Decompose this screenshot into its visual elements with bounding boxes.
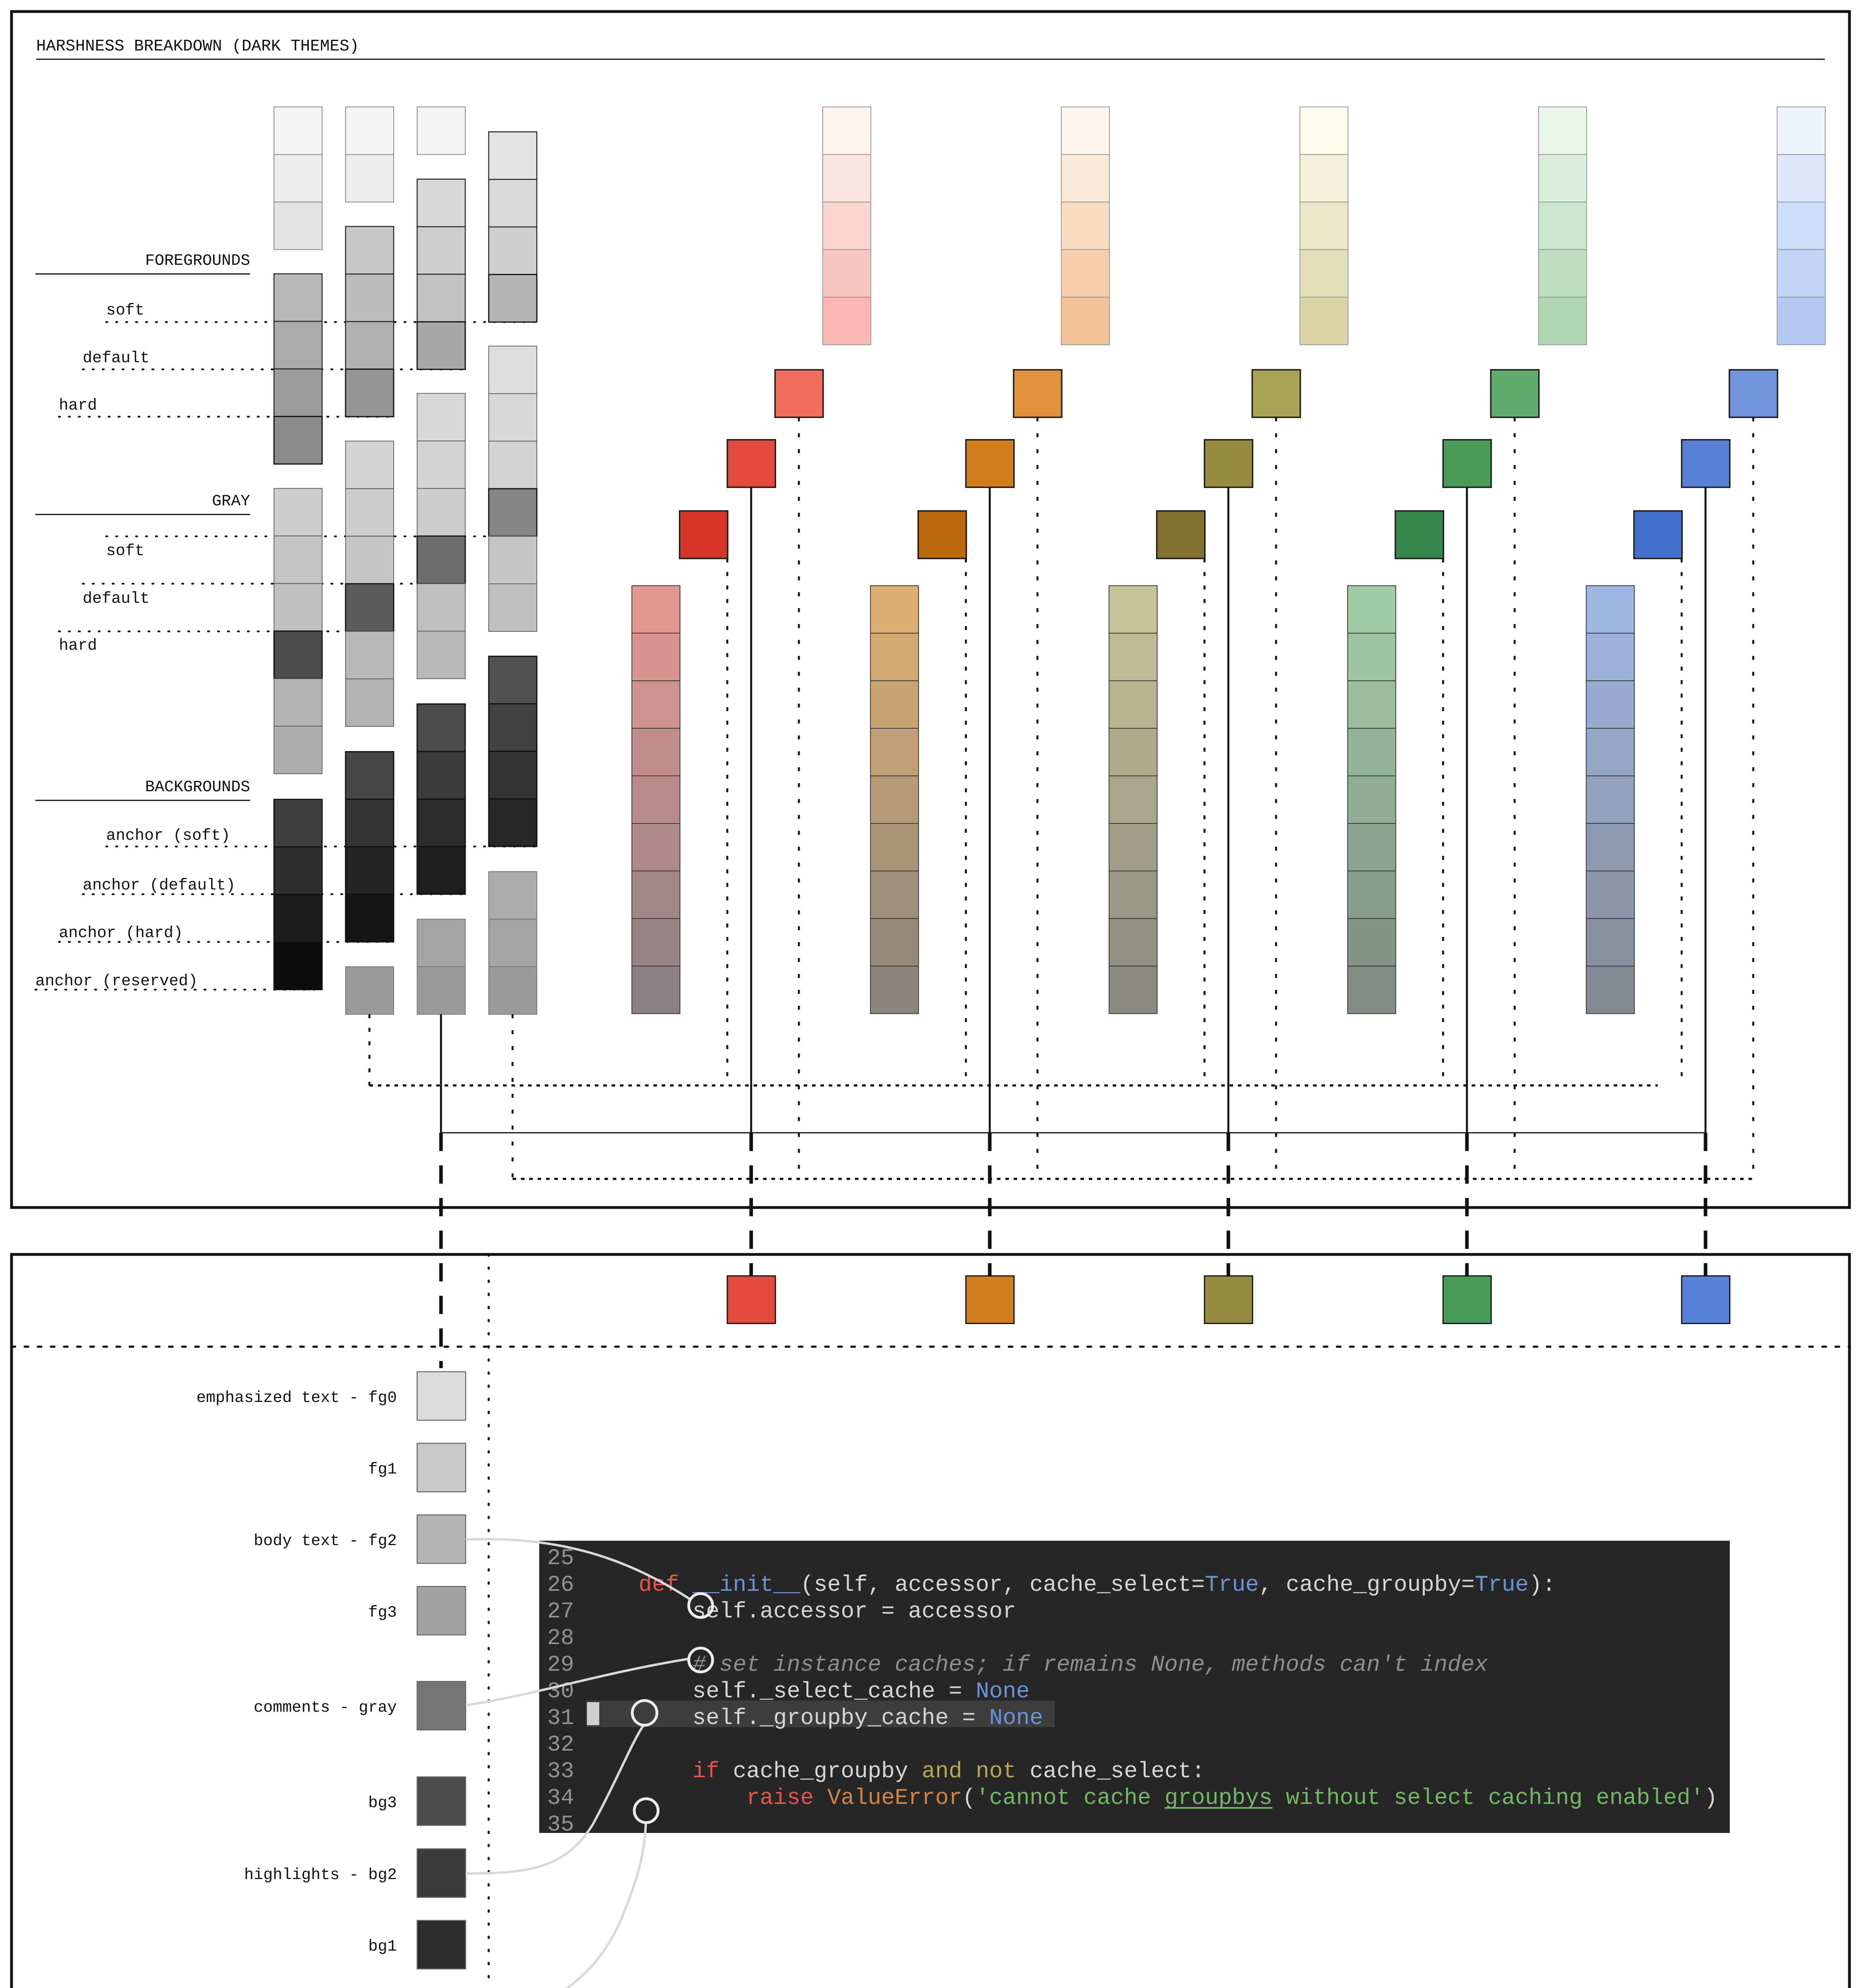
svg-text:body text - fg2: body text - fg2: [254, 1532, 397, 1550]
svg-text:bg3: bg3: [368, 1794, 397, 1812]
svg-text:):: ):: [1529, 1572, 1556, 1598]
svg-text:# set instance caches; if rema: # set instance caches; if remains None, …: [692, 1652, 1488, 1677]
svg-text:FOREGROUNDS: FOREGROUNDS: [145, 252, 250, 270]
svg-text:25: 25: [547, 1545, 574, 1571]
svg-text:if: if: [692, 1759, 719, 1784]
svg-text:not: not: [976, 1759, 1016, 1784]
svg-text:anchor (reserved): anchor (reserved): [35, 973, 198, 990]
svg-text:, cache_groupby=: , cache_groupby=: [1259, 1572, 1475, 1598]
svg-text:(: (: [962, 1785, 976, 1811]
svg-text:raise: raise: [746, 1785, 814, 1811]
svg-text:26: 26: [547, 1572, 574, 1598]
svg-text:soft: soft: [106, 542, 144, 560]
svg-text:default: default: [83, 590, 150, 608]
svg-text:cache_groupby: cache_groupby: [733, 1759, 908, 1784]
svg-text:32: 32: [547, 1732, 574, 1757]
svg-text:None: None: [976, 1679, 1030, 1704]
svg-text:default: default: [83, 349, 150, 367]
svg-text:GRAY: GRAY: [212, 493, 250, 511]
svg-text:34: 34: [547, 1785, 574, 1811]
svg-text:anchor (default): anchor (default): [83, 877, 235, 895]
svg-text:(self, accessor, cache_select=: (self, accessor, cache_select=: [800, 1572, 1205, 1598]
svg-text:soft: soft: [106, 302, 144, 320]
svg-text:and: and: [922, 1759, 962, 1784]
svg-text:hard: hard: [59, 637, 97, 655]
svg-text:cache_select:: cache_select:: [1030, 1759, 1205, 1784]
svg-text:anchor (hard): anchor (hard): [59, 924, 183, 942]
svg-text:29: 29: [547, 1652, 574, 1677]
svg-text:def: def: [639, 1572, 679, 1598]
svg-text:hard: hard: [59, 397, 97, 415]
svg-text:33: 33: [547, 1759, 574, 1784]
svg-text:True: True: [1205, 1572, 1259, 1598]
svg-text:fg3: fg3: [368, 1604, 397, 1622]
svg-text:without select caching enabled: without select caching enabled': [1286, 1785, 1704, 1811]
svg-text:comments - gray: comments - gray: [254, 1699, 397, 1717]
svg-text:bg1: bg1: [368, 1938, 397, 1956]
svg-text:self._groupby_cache =: self._groupby_cache =: [692, 1705, 975, 1731]
svg-text:anchor (soft): anchor (soft): [106, 827, 230, 845]
svg-text:True: True: [1475, 1572, 1529, 1598]
svg-text:emphasized text - fg0: emphasized text - fg0: [196, 1389, 397, 1407]
svg-text:31: 31: [547, 1705, 574, 1731]
svg-text:HARSHNESS BREAKDOWN (DARK THEM: HARSHNESS BREAKDOWN (DARK THEMES): [36, 37, 359, 56]
svg-text:27: 27: [547, 1599, 574, 1624]
svg-text:): ): [1704, 1785, 1717, 1811]
svg-text:__init__: __init__: [692, 1572, 800, 1598]
svg-text:'cannot cache: 'cannot cache: [976, 1785, 1151, 1811]
svg-text:fg1: fg1: [368, 1461, 397, 1479]
svg-text:35: 35: [547, 1812, 574, 1837]
svg-text:self._select_cache =: self._select_cache =: [692, 1679, 962, 1704]
svg-text:None: None: [989, 1705, 1043, 1731]
svg-text:highlights - bg2: highlights - bg2: [244, 1866, 397, 1884]
svg-text:28: 28: [547, 1625, 574, 1651]
svg-text:BACKGROUNDS: BACKGROUNDS: [145, 779, 250, 796]
svg-text:groupbys: groupbys: [1165, 1785, 1272, 1811]
svg-text:self.accessor = accessor: self.accessor = accessor: [692, 1599, 1016, 1624]
svg-text:ValueError: ValueError: [828, 1785, 962, 1811]
